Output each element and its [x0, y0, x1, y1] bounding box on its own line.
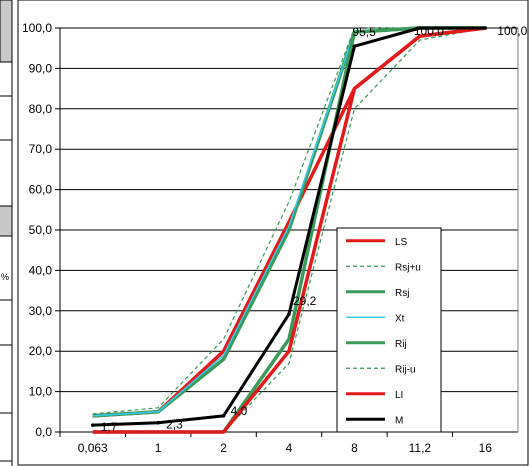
- y-tick-labels: 0,0 10,0 20,0 30,0 40,0 50,0 60,0 70,0 80,0 90,0 1…: [22, 21, 52, 439]
- y-tick-label: 60,0: [29, 183, 53, 197]
- point-m: [90, 423, 95, 427]
- y-tick-label: 80,0: [29, 102, 53, 116]
- point-m: [287, 312, 291, 316]
- x-tick-label: 11,2: [409, 441, 432, 455]
- y-tick-label: 0,0: [35, 425, 52, 439]
- y-tick-label: 20,0: [29, 344, 53, 358]
- data-label: 1,7: [101, 420, 118, 434]
- y-tick-label: 70,0: [29, 142, 53, 156]
- x-tick-labels: 0,063 1 2 4 8 11,2 16: [78, 441, 493, 455]
- point-m: [418, 26, 422, 30]
- data-label: 29,2: [293, 294, 317, 308]
- x-tick-label: 2: [220, 441, 227, 455]
- left-frame: [0, 0, 14, 466]
- chart-outer-frame: [17, 0, 529, 466]
- x-tick-label: 0,063: [78, 441, 108, 455]
- legend-box: [336, 227, 442, 433]
- data-label: 100,0: [497, 24, 527, 38]
- legend: LS Rsj+u Rsj Xt Rij Rij-u LI M: [336, 227, 442, 433]
- y-tick-label: 100,0: [22, 21, 52, 35]
- legend-label-rij-u: Rij-u: [395, 364, 416, 375]
- y-tick-label: 90,0: [29, 61, 53, 75]
- point-m: [221, 414, 226, 418]
- data-label: 95,5: [352, 25, 376, 39]
- data-labels: 1,7 2,3 4,0 29,2 95,5 100,0 100,0: [101, 24, 528, 434]
- y-tick-label: 50,0: [29, 223, 53, 237]
- data-label: 100,0: [414, 24, 444, 38]
- series-line-li: [92, 26, 486, 434]
- point-m: [156, 420, 160, 425]
- legend-label-xt: Xt: [395, 313, 405, 324]
- x-tick-label: 16: [479, 441, 493, 455]
- x-tick-label: 1: [155, 441, 162, 455]
- point-m: [483, 26, 488, 30]
- legend-label-rsj: Rsj: [395, 288, 409, 299]
- data-label: 2,3: [166, 418, 183, 432]
- x-tick-label: 8: [351, 441, 358, 455]
- legend-label-rij: Rij: [395, 339, 407, 350]
- y-tick-label: 40,0: [29, 263, 53, 277]
- series-lines: [90, 26, 488, 434]
- y-tick-label: 10,0: [29, 385, 53, 399]
- data-label: 4,0: [231, 404, 248, 418]
- legend-label-li: LI: [395, 390, 403, 401]
- legend-label-ls: LS: [395, 237, 408, 248]
- x-tick-label: 4: [286, 441, 293, 455]
- side-mark: %: [1, 272, 9, 282]
- point-m: [352, 44, 357, 48]
- y-tick-label: 30,0: [29, 304, 53, 318]
- legend-label-m: M: [395, 415, 403, 426]
- legend-label-rsj-u: Rsj+u: [395, 262, 421, 273]
